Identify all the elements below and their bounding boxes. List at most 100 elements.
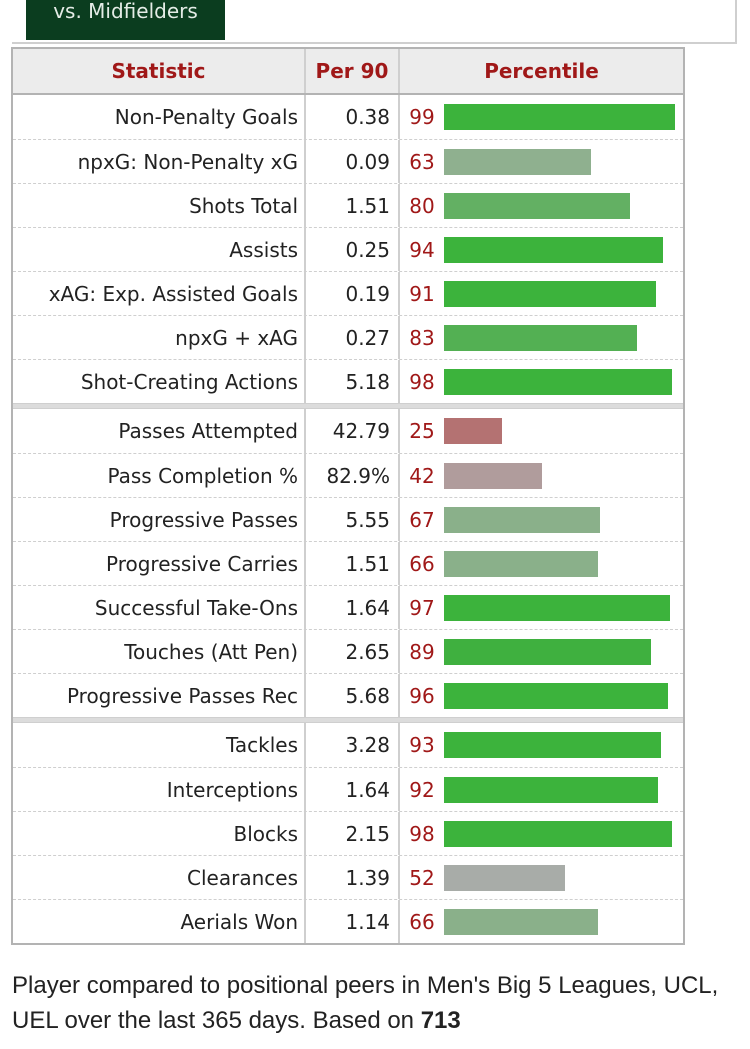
comparison-tab[interactable]: vs. Midfielders bbox=[26, 0, 225, 40]
percentile-cell: 92 bbox=[400, 768, 683, 811]
stat-name: xAG: Exp. Assisted Goals bbox=[13, 272, 306, 315]
percentile-value: 98 bbox=[409, 821, 435, 846]
percentile-value: 80 bbox=[409, 193, 435, 218]
per90-value: 82.9% bbox=[306, 454, 400, 497]
percentile-bar-track bbox=[444, 682, 677, 709]
per90-value: 1.51 bbox=[306, 184, 400, 227]
percentile-value: 83 bbox=[409, 325, 435, 350]
stat-name: npxG: Non-Penalty xG bbox=[13, 140, 306, 183]
percentile-value: 89 bbox=[409, 639, 435, 664]
percentile-bar-track bbox=[444, 192, 677, 219]
percentile-bar-track bbox=[444, 638, 677, 665]
percentile-value: 25 bbox=[409, 419, 435, 443]
per90-value: 1.64 bbox=[306, 768, 400, 811]
percentile-bar bbox=[444, 104, 675, 130]
table-row: npxG + xAG 0.27 83 bbox=[13, 315, 683, 359]
percentile-bar-track bbox=[444, 550, 677, 577]
percentile-bar bbox=[444, 594, 670, 621]
table-row: Progressive Passes Rec 5.68 96 bbox=[13, 673, 683, 717]
per90-value: 5.55 bbox=[306, 498, 400, 541]
percentile-value: 94 bbox=[409, 237, 435, 262]
stat-name: Non-Penalty Goals bbox=[13, 95, 306, 139]
per90-value: 1.64 bbox=[306, 586, 400, 629]
percentile-value: 67 bbox=[409, 507, 435, 532]
table-row: Shots Total 1.51 80 bbox=[13, 183, 683, 227]
per90-value: 42.79 bbox=[306, 409, 400, 453]
percentile-cell: 97 bbox=[400, 586, 683, 629]
stat-name: Assists bbox=[13, 228, 306, 271]
percentile-bar-track bbox=[444, 776, 677, 803]
stat-name: Aerials Won bbox=[13, 900, 306, 943]
percentile-cell: 98 bbox=[400, 360, 683, 403]
percentile-cell: 66 bbox=[400, 900, 683, 943]
percentile-bar-track bbox=[444, 368, 677, 395]
percentile-bar-track bbox=[444, 324, 677, 351]
per90-value: 1.14 bbox=[306, 900, 400, 943]
stat-name: Shot-Creating Actions bbox=[13, 360, 306, 403]
percentile-value: 97 bbox=[409, 595, 435, 620]
percentile-cell: 94 bbox=[400, 228, 683, 271]
percentile-cell: 80 bbox=[400, 184, 683, 227]
percentile-cell: 66 bbox=[400, 542, 683, 585]
table-body: Non-Penalty Goals 0.38 99 npxG: Non-Penalty… bbox=[13, 95, 683, 943]
percentile-cell: 83 bbox=[400, 316, 683, 359]
stat-name: Progressive Carries bbox=[13, 542, 306, 585]
per90-value: 0.25 bbox=[306, 228, 400, 271]
footer-note: Player compared to positional peers in M… bbox=[12, 968, 742, 1038]
percentile-bar bbox=[444, 550, 598, 577]
percentile-cell: 52 bbox=[400, 856, 683, 899]
percentile-bar-track bbox=[444, 236, 677, 263]
table-row: Tackles 3.28 93 bbox=[13, 723, 683, 767]
percentile-cell: 63 bbox=[400, 140, 683, 183]
percentile-bar bbox=[444, 506, 601, 533]
table-row: Non-Penalty Goals 0.38 99 bbox=[13, 95, 683, 139]
per90-value: 2.65 bbox=[306, 630, 400, 673]
percentile-value: 91 bbox=[409, 281, 435, 306]
percentile-cell: 67 bbox=[400, 498, 683, 541]
per90-value: 0.19 bbox=[306, 272, 400, 315]
percentile-bar bbox=[444, 776, 659, 803]
header-per90[interactable]: Per 90 bbox=[306, 49, 400, 93]
table-row: Passes Attempted 42.79 25 bbox=[13, 409, 683, 453]
percentile-cell: 99 bbox=[400, 95, 683, 139]
percentile-bar bbox=[444, 820, 673, 847]
percentile-bar-track bbox=[444, 280, 677, 307]
percentile-bar bbox=[444, 864, 566, 891]
header-percentile[interactable]: Percentile bbox=[484, 59, 599, 83]
percentile-value: 92 bbox=[409, 777, 435, 802]
per90-value: 5.68 bbox=[306, 674, 400, 717]
per90-value: 0.27 bbox=[306, 316, 400, 359]
stat-name: Interceptions bbox=[13, 768, 306, 811]
percentile-bar-track bbox=[444, 418, 677, 444]
percentile-bar bbox=[444, 418, 503, 444]
percentile-cell: 25 bbox=[400, 409, 683, 453]
percentile-cell: 91 bbox=[400, 272, 683, 315]
stats-table: Statistic Per 90 Percentile Non-Penalty … bbox=[11, 47, 685, 945]
table-row: Pass Completion % 82.9% 42 bbox=[13, 453, 683, 497]
stat-name: Progressive Passes Rec bbox=[13, 674, 306, 717]
table-row: Successful Take-Ons 1.64 97 bbox=[13, 585, 683, 629]
percentile-cell: 89 bbox=[400, 630, 683, 673]
per90-value: 0.09 bbox=[306, 140, 400, 183]
footer-count: 713 bbox=[420, 1007, 461, 1034]
table-row: xAG: Exp. Assisted Goals 0.19 91 bbox=[13, 271, 683, 315]
table-row: Blocks 2.15 98 bbox=[13, 811, 683, 855]
table-row: Progressive Passes 5.55 67 bbox=[13, 497, 683, 541]
stat-name: Touches (Att Pen) bbox=[13, 630, 306, 673]
per90-value: 1.51 bbox=[306, 542, 400, 585]
percentile-value: 52 bbox=[409, 865, 435, 890]
percentile-value: 66 bbox=[409, 551, 435, 576]
percentile-bar bbox=[444, 682, 668, 709]
table-row: Touches (Att Pen) 2.65 89 bbox=[13, 629, 683, 673]
per90-value: 3.28 bbox=[306, 723, 400, 767]
table-header: Statistic Per 90 Percentile bbox=[13, 49, 683, 95]
percentile-bar bbox=[444, 192, 631, 219]
per90-value: 2.15 bbox=[306, 812, 400, 855]
header-frame bbox=[12, 0, 737, 44]
percentile-bar-track bbox=[444, 594, 677, 621]
percentile-value: 63 bbox=[409, 149, 435, 174]
footer-text: Player compared to positional peers in M… bbox=[12, 972, 719, 1034]
per90-value: 0.38 bbox=[306, 95, 400, 139]
percentile-bar bbox=[444, 368, 673, 395]
header-statistic[interactable]: Statistic bbox=[13, 49, 306, 93]
